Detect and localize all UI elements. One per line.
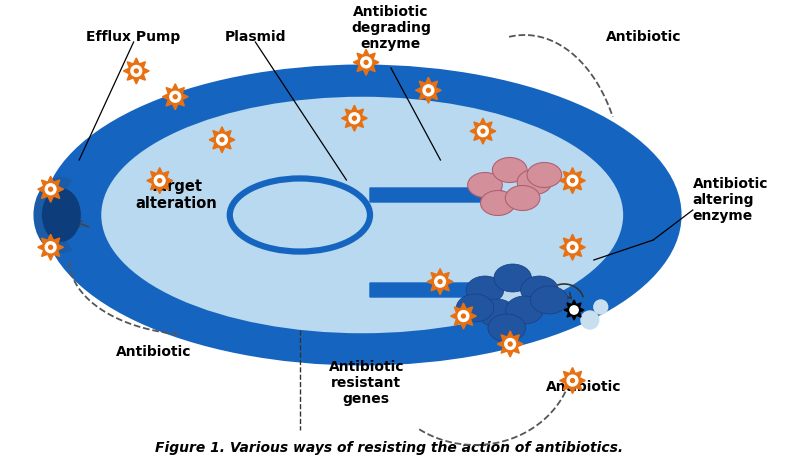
Text: Efflux Pump: Efflux Pump — [87, 30, 181, 44]
Ellipse shape — [466, 276, 504, 304]
Circle shape — [567, 375, 578, 386]
Ellipse shape — [505, 186, 540, 210]
Polygon shape — [564, 300, 584, 320]
Circle shape — [570, 306, 578, 314]
Ellipse shape — [235, 183, 365, 247]
Circle shape — [427, 88, 430, 92]
Polygon shape — [38, 234, 64, 260]
Circle shape — [173, 95, 177, 99]
Circle shape — [567, 242, 578, 253]
Ellipse shape — [494, 264, 531, 292]
Circle shape — [581, 311, 599, 329]
Polygon shape — [342, 105, 368, 131]
FancyArrow shape — [370, 183, 508, 207]
Polygon shape — [560, 234, 586, 260]
Circle shape — [594, 300, 608, 314]
Polygon shape — [162, 84, 188, 110]
Circle shape — [216, 134, 227, 145]
Ellipse shape — [521, 276, 558, 304]
Polygon shape — [560, 368, 586, 394]
Text: Figure 1. Various ways of resisting the action of antibiotics.: Figure 1. Various ways of resisting the … — [155, 441, 623, 455]
Circle shape — [220, 138, 224, 142]
Circle shape — [364, 60, 368, 64]
Circle shape — [170, 91, 181, 102]
Ellipse shape — [102, 97, 623, 333]
Circle shape — [360, 57, 371, 68]
Circle shape — [49, 187, 53, 191]
Polygon shape — [427, 269, 453, 294]
Ellipse shape — [530, 286, 568, 314]
Polygon shape — [353, 49, 379, 76]
Circle shape — [567, 175, 578, 186]
Circle shape — [571, 245, 575, 249]
Circle shape — [154, 175, 165, 186]
Circle shape — [481, 129, 485, 133]
Circle shape — [135, 69, 139, 73]
Ellipse shape — [42, 189, 80, 241]
Circle shape — [571, 179, 575, 182]
Text: Plasmid: Plasmid — [224, 30, 286, 44]
Ellipse shape — [493, 158, 527, 182]
Text: Target
alteration: Target alteration — [135, 179, 217, 211]
Text: Antibiotic
altering
enzyme: Antibiotic altering enzyme — [693, 177, 768, 223]
Text: Antibiotic
degrading
enzyme: Antibiotic degrading enzyme — [351, 5, 431, 51]
Polygon shape — [560, 168, 586, 194]
Circle shape — [458, 311, 469, 322]
Ellipse shape — [34, 178, 89, 253]
Circle shape — [349, 113, 360, 124]
Text: Antibiotic: Antibiotic — [546, 380, 622, 394]
Text: Antibiotic
resistant
genes: Antibiotic resistant genes — [328, 360, 404, 407]
Ellipse shape — [517, 170, 552, 194]
Circle shape — [45, 242, 56, 253]
Polygon shape — [416, 77, 442, 103]
Circle shape — [423, 85, 434, 96]
Polygon shape — [38, 176, 64, 202]
Circle shape — [478, 126, 489, 137]
Polygon shape — [124, 58, 150, 84]
Circle shape — [461, 314, 465, 318]
Circle shape — [353, 116, 357, 120]
Ellipse shape — [527, 162, 562, 188]
Polygon shape — [451, 303, 476, 329]
Ellipse shape — [42, 65, 682, 365]
Circle shape — [508, 342, 512, 346]
Ellipse shape — [488, 314, 526, 342]
Polygon shape — [209, 127, 235, 153]
Ellipse shape — [478, 299, 515, 327]
Ellipse shape — [61, 177, 101, 253]
FancyArrow shape — [370, 278, 499, 302]
Circle shape — [157, 179, 161, 182]
Ellipse shape — [481, 190, 515, 216]
Circle shape — [571, 379, 575, 382]
Circle shape — [131, 66, 142, 76]
Polygon shape — [147, 168, 172, 194]
Circle shape — [438, 280, 442, 284]
Ellipse shape — [506, 296, 543, 324]
Ellipse shape — [456, 294, 494, 322]
Polygon shape — [497, 331, 523, 357]
Circle shape — [434, 276, 445, 287]
Ellipse shape — [467, 172, 502, 198]
Circle shape — [45, 184, 56, 195]
Text: Antibiotic: Antibiotic — [605, 30, 681, 44]
Text: Antibiotic: Antibiotic — [116, 345, 191, 359]
Circle shape — [49, 245, 53, 249]
Circle shape — [504, 339, 515, 350]
Polygon shape — [470, 118, 496, 144]
